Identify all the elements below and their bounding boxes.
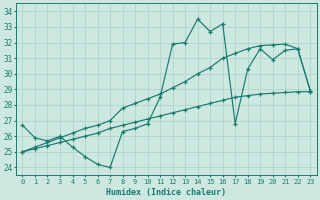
X-axis label: Humidex (Indice chaleur): Humidex (Indice chaleur): [106, 188, 226, 197]
